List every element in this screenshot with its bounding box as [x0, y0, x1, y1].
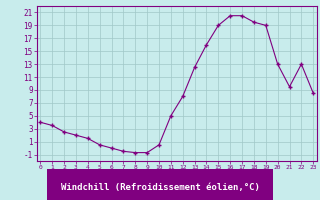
Text: Windchill (Refroidissement éolien,°C): Windchill (Refroidissement éolien,°C): [60, 183, 260, 192]
